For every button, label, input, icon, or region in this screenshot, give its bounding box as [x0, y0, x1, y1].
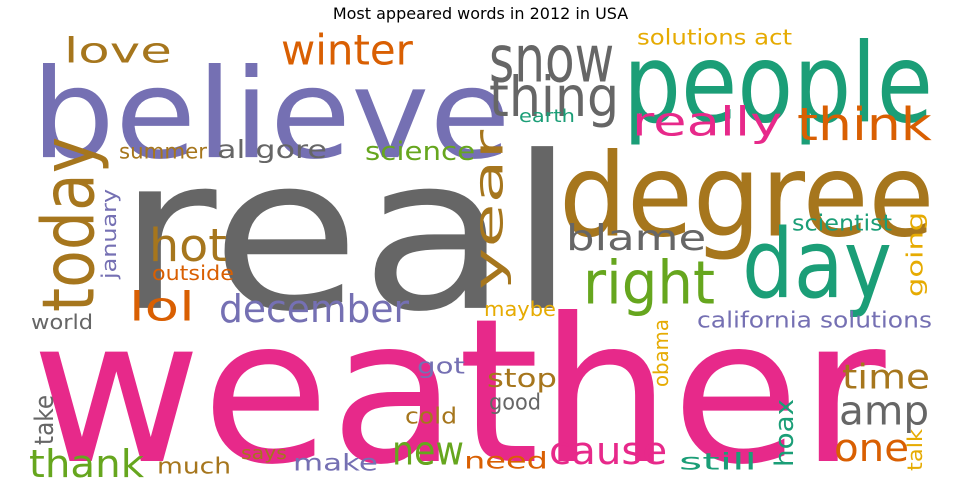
word-california-solutions: california solutions	[697, 309, 932, 331]
word-cold: cold	[405, 405, 457, 427]
word-new: new	[392, 431, 464, 471]
word-love: love	[64, 33, 172, 68]
word-lol: lol	[129, 287, 195, 327]
word-december: december	[219, 290, 409, 328]
word-think: think	[797, 102, 932, 147]
word-make: make	[293, 451, 378, 474]
word-still: still	[679, 450, 757, 473]
word-hoax: hoax	[771, 399, 797, 467]
word-good: good	[489, 391, 541, 413]
word-got: got	[417, 355, 465, 377]
chart-title: Most appeared words in 2012 in USA	[0, 4, 961, 23]
word-outside: outside	[152, 263, 234, 283]
word-cloud: weather real believe degree people day s…	[29, 27, 934, 480]
word-really: really	[632, 102, 782, 142]
word-much: much	[157, 455, 231, 477]
word-obama: obama	[651, 319, 671, 387]
word-cause: cause	[549, 432, 667, 470]
word-maybe: maybe	[484, 299, 556, 319]
word-talk: talk	[905, 429, 925, 471]
word-solutions-act: solutions act	[637, 27, 792, 48]
word-world: world	[31, 312, 93, 332]
word-al-gore: al gore	[217, 137, 327, 162]
word-going: going	[904, 212, 926, 297]
word-thank: thank	[29, 445, 144, 480]
word-today: today	[33, 137, 105, 312]
word-says: says	[241, 444, 287, 462]
word-scientist: scientist	[792, 212, 892, 234]
word-summer: summer	[119, 141, 207, 162]
word-stop: stop	[487, 365, 557, 391]
word-blame: blame	[566, 220, 706, 256]
word-science: science	[365, 138, 475, 164]
word-right: right	[583, 253, 715, 313]
word-one: one	[834, 429, 909, 467]
word-need: need	[464, 449, 548, 472]
word-winter: winter	[281, 29, 413, 71]
word-earth: earth	[519, 107, 575, 125]
word-time: time	[842, 360, 930, 394]
word-take: take	[31, 395, 57, 445]
word-january: january	[99, 189, 119, 279]
